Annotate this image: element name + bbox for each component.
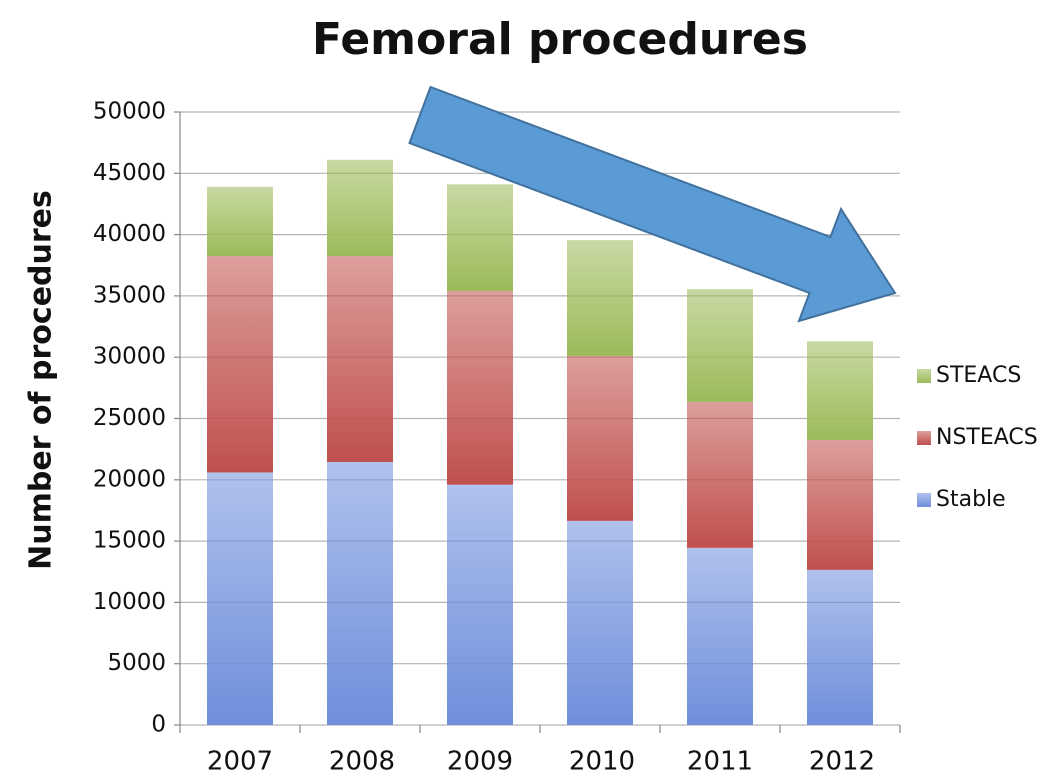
y-tick-label: 30000	[93, 344, 166, 370]
bar-segment	[567, 240, 633, 356]
bar-segment	[207, 186, 273, 257]
legend-swatch	[917, 369, 931, 383]
y-tick-label: 40000	[93, 221, 166, 247]
bar-segment	[447, 290, 513, 485]
y-tick-label: 45000	[93, 160, 166, 186]
y-tick-label: 0	[151, 712, 166, 738]
bar-segment	[687, 289, 753, 402]
y-tick-label: 15000	[93, 528, 166, 554]
legend-swatch	[917, 493, 931, 507]
bar-segment	[807, 341, 873, 440]
bar-segment	[567, 355, 633, 521]
bar-segment	[447, 184, 513, 291]
y-tick-label: 50000	[93, 99, 166, 125]
bar-segment	[567, 520, 633, 725]
bar-segment	[327, 256, 393, 463]
x-tick-label: 2008	[329, 747, 395, 777]
legend-label: STEACS	[936, 363, 1021, 388]
y-tick-label: 10000	[93, 589, 166, 615]
chart-title: Femoral procedures	[312, 14, 808, 65]
trend-arrow	[408, 85, 897, 323]
x-tick-label: 2011	[687, 747, 753, 777]
legend-label: Stable	[936, 487, 1006, 512]
y-tick-label: 25000	[93, 405, 166, 431]
legend-swatch	[917, 431, 931, 445]
plot-area: 0 5000 10000 15000 20000 25000 30000 35000 40000…	[93, 99, 1038, 777]
bar-segment	[807, 439, 873, 570]
x-tick-label: 2007	[207, 747, 273, 777]
x-tick-label: 2012	[809, 747, 875, 777]
bar-segment	[207, 472, 273, 725]
bar-segment	[327, 462, 393, 725]
bar-segment	[207, 256, 273, 473]
legend-label: NSTEACS	[936, 425, 1038, 450]
bar-segment	[687, 547, 753, 725]
bar-segment	[687, 401, 753, 548]
y-tick-label: 5000	[107, 650, 166, 676]
x-tick-label: 2009	[447, 747, 513, 777]
x-tick-label: 2010	[569, 747, 635, 777]
y-axis-label: Number of procedures	[24, 190, 59, 570]
bar-segment	[807, 569, 873, 725]
y-tick-label: 35000	[93, 282, 166, 308]
bar-segment	[447, 484, 513, 725]
y-tick-label: 20000	[93, 466, 166, 492]
bar-segment	[327, 159, 393, 257]
